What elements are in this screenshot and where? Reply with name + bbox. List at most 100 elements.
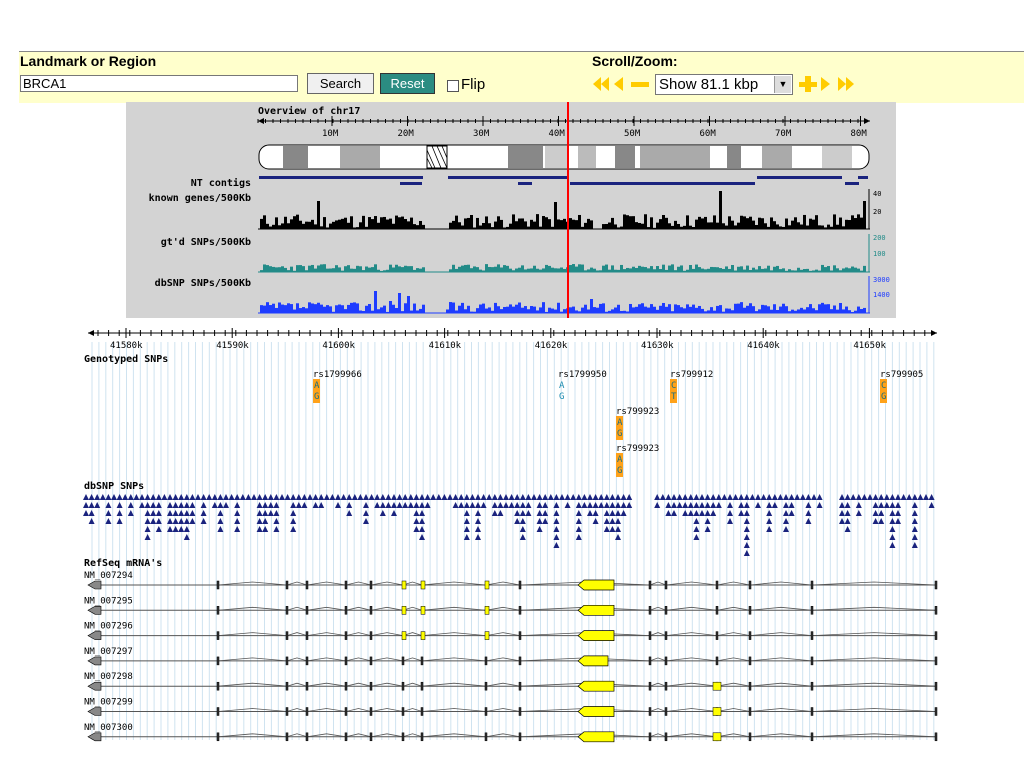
snp-marker[interactable] bbox=[200, 510, 207, 516]
snp-marker[interactable] bbox=[357, 494, 364, 500]
snp-marker[interactable] bbox=[715, 494, 722, 500]
snp-marker[interactable] bbox=[805, 494, 812, 500]
snp-marker[interactable] bbox=[906, 494, 913, 500]
snp-marker[interactable] bbox=[553, 534, 560, 540]
snp-marker[interactable] bbox=[615, 510, 621, 516]
snp-marker[interactable] bbox=[575, 526, 582, 532]
snp-marker[interactable] bbox=[234, 526, 241, 532]
snp-marker[interactable] bbox=[704, 494, 711, 500]
snp-marker[interactable] bbox=[911, 534, 918, 540]
snp-marker[interactable] bbox=[234, 510, 241, 516]
snp-marker[interactable] bbox=[273, 494, 280, 500]
snp-marker[interactable] bbox=[542, 518, 549, 524]
snp-marker[interactable] bbox=[155, 502, 162, 508]
snp-marker[interactable] bbox=[200, 502, 207, 508]
snp-marker[interactable] bbox=[396, 494, 403, 500]
snp-marker[interactable] bbox=[609, 518, 616, 524]
snp-marker[interactable] bbox=[615, 534, 621, 540]
exon-block[interactable] bbox=[577, 680, 615, 692]
snp-marker[interactable] bbox=[335, 502, 341, 508]
snp-marker[interactable] bbox=[704, 502, 711, 508]
snp-marker[interactable] bbox=[301, 494, 308, 500]
snp-marker[interactable] bbox=[497, 510, 504, 516]
snp-marker[interactable] bbox=[878, 510, 885, 516]
snp-marker[interactable] bbox=[447, 494, 453, 500]
snp-marker[interactable] bbox=[693, 526, 700, 532]
snp-marker[interactable] bbox=[150, 518, 157, 524]
snp-marker[interactable] bbox=[88, 494, 95, 500]
snp-marker[interactable] bbox=[553, 502, 560, 508]
snp-marker[interactable] bbox=[693, 494, 700, 500]
snp-marker[interactable] bbox=[609, 510, 616, 516]
snp-marker[interactable] bbox=[183, 502, 190, 508]
snp-marker[interactable] bbox=[161, 494, 168, 500]
snp-marker[interactable] bbox=[88, 502, 95, 508]
snp-marker[interactable] bbox=[872, 510, 879, 516]
snp-marker[interactable] bbox=[413, 518, 420, 524]
snp-marker[interactable] bbox=[766, 494, 773, 500]
snp-marker[interactable] bbox=[531, 494, 537, 500]
snp-marker[interactable] bbox=[290, 526, 297, 532]
snp-marker[interactable] bbox=[83, 510, 89, 516]
snp-marker[interactable] bbox=[732, 494, 739, 500]
snp-marker[interactable] bbox=[883, 494, 890, 500]
snp-marker[interactable] bbox=[374, 502, 381, 508]
exon-block[interactable] bbox=[577, 579, 615, 591]
snp-marker[interactable] bbox=[178, 526, 185, 532]
snp-marker[interactable] bbox=[463, 510, 470, 516]
snp-marker[interactable] bbox=[805, 518, 812, 524]
snp-marker[interactable] bbox=[839, 510, 845, 516]
snp-marker[interactable] bbox=[693, 534, 700, 540]
snp-marker[interactable] bbox=[267, 510, 274, 516]
snp-marker[interactable] bbox=[262, 502, 269, 508]
snp-marker[interactable] bbox=[805, 510, 812, 516]
snp-marker[interactable] bbox=[676, 494, 683, 500]
snp-marker[interactable] bbox=[514, 510, 521, 516]
snp-marker[interactable] bbox=[385, 502, 392, 508]
snp-marker[interactable] bbox=[178, 518, 185, 524]
snp-marker[interactable] bbox=[519, 502, 526, 508]
snp-marker[interactable] bbox=[878, 518, 885, 524]
snp-marker[interactable] bbox=[441, 494, 448, 500]
snp-marker[interactable] bbox=[346, 510, 353, 516]
snp-marker[interactable] bbox=[155, 510, 162, 516]
snp-marker[interactable] bbox=[536, 526, 543, 532]
snp-marker[interactable] bbox=[150, 510, 157, 516]
snp-marker[interactable] bbox=[564, 494, 571, 500]
snp-marker[interactable] bbox=[379, 510, 386, 516]
snp-marker[interactable] bbox=[239, 494, 246, 500]
snp-marker[interactable] bbox=[267, 502, 274, 508]
snp-marker[interactable] bbox=[727, 502, 733, 508]
snp-marker[interactable] bbox=[771, 494, 778, 500]
snp-marker[interactable] bbox=[452, 502, 459, 508]
snp-marker[interactable] bbox=[419, 502, 425, 508]
snp-marker[interactable] bbox=[452, 494, 459, 500]
snp-marker[interactable] bbox=[83, 494, 89, 500]
snp-marker[interactable] bbox=[570, 494, 577, 500]
snp-marker[interactable] bbox=[155, 494, 162, 500]
snp-marker[interactable] bbox=[491, 502, 498, 508]
snp-marker[interactable] bbox=[256, 526, 263, 532]
snp-marker[interactable] bbox=[889, 542, 896, 548]
snp-marker[interactable] bbox=[872, 502, 879, 508]
snp-marker[interactable] bbox=[111, 494, 117, 500]
snp-marker[interactable] bbox=[783, 502, 789, 508]
snp-marker[interactable] bbox=[693, 502, 700, 508]
transcript-label[interactable]: NM_007296 bbox=[84, 622, 133, 632]
snp-marker[interactable] bbox=[256, 494, 263, 500]
snp-marker[interactable] bbox=[172, 526, 179, 532]
snp-marker[interactable] bbox=[878, 494, 885, 500]
snp-marker[interactable] bbox=[363, 518, 369, 524]
exon-block[interactable] bbox=[577, 731, 615, 743]
snp-marker[interactable] bbox=[682, 510, 689, 516]
snp-marker[interactable] bbox=[783, 494, 789, 500]
snp-marker[interactable] bbox=[469, 494, 476, 500]
snp-marker[interactable] bbox=[200, 494, 207, 500]
snp-marker[interactable] bbox=[603, 510, 610, 516]
snp-marker[interactable] bbox=[262, 494, 269, 500]
snp-marker[interactable] bbox=[799, 494, 806, 500]
transcript-label[interactable]: NM_007294 bbox=[84, 571, 133, 581]
snp-marker[interactable] bbox=[391, 494, 397, 500]
snp-marker[interactable] bbox=[889, 518, 896, 524]
snp-marker[interactable] bbox=[587, 494, 593, 500]
